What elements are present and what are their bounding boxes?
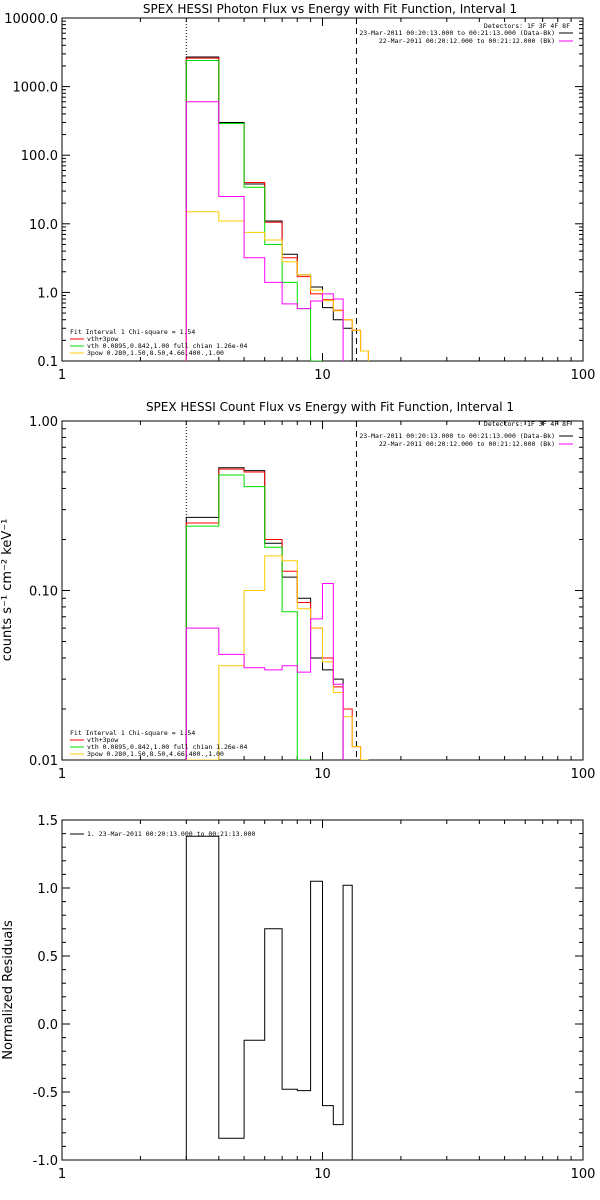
series-vth xyxy=(185,60,323,361)
x-tick-label: 1 xyxy=(58,767,66,782)
series-bk xyxy=(185,101,344,361)
time-legend-label: 23-Mar-2011 00:20:13.000 to 00:21:13.000… xyxy=(359,29,555,37)
count-flux-ylabel: counts s⁻¹ cm⁻² keV⁻¹ xyxy=(0,519,15,662)
y-tick-label: 1.00 xyxy=(29,415,58,430)
count-flux-panel: SPEX HESSI Count Flux vs Energy with Fit… xyxy=(0,400,595,782)
series-vth-3pow xyxy=(185,57,369,361)
series-vth-3pow xyxy=(185,468,362,760)
x-tick-label: 10 xyxy=(314,767,331,782)
y-tick-label: 10.0 xyxy=(29,218,58,233)
fit-legend-label: vth 0.0895,0.842,1.00 full chian 1.26e-0… xyxy=(87,743,248,751)
photon-flux-title: SPEX HESSI Photon Flux vs Energy with Fi… xyxy=(143,2,517,16)
y-tick-label: 0.5 xyxy=(37,950,58,965)
x-tick-label: 10 xyxy=(314,1167,331,1182)
residuals-panel: Normalized Residuals 1 10 100 1.5 1.0 0.5 0.0 -… xyxy=(1,814,595,1182)
x-tick-label: 1 xyxy=(58,1167,66,1182)
plot-frame xyxy=(61,17,584,362)
y-tick-label: 10000.0 xyxy=(4,12,58,27)
photon-flux-detectors: Detectors: 1F 3F 4F 8F xyxy=(484,22,570,30)
y-tick-label: 100.0 xyxy=(21,149,58,164)
y-tick-label: -0.5 xyxy=(33,1086,58,1101)
y-tick-label: 0.10 xyxy=(29,585,58,600)
residual-legend-label: 1. 23-Mar-2011 00:20:13.000 to 00:21:13.… xyxy=(87,830,255,838)
series-3pow xyxy=(185,211,369,361)
series-data-bk xyxy=(185,467,344,760)
fit-legend-label: vth+3pow xyxy=(87,736,118,744)
series-bk xyxy=(185,583,344,760)
time-legend-label: 22-Mar-2011 00:20:12.000 to 00:21:12.000… xyxy=(379,440,555,448)
series-3pow xyxy=(186,555,369,760)
y-tick-label: 1.0 xyxy=(37,882,58,897)
fit-legend-label: 3pow 0.280,1.50,8.50,4.66,400.,1.00 xyxy=(87,750,224,758)
y-tick-label: 1000.0 xyxy=(13,81,59,96)
photon-fit-header: Fit Interval 1 Chi-square = 1.54 xyxy=(70,328,195,336)
x-tick-label: 100 xyxy=(571,1167,596,1182)
photon-flux-panel: SPEX HESSI Photon Flux vs Energy with Fi… xyxy=(4,2,595,383)
count-fit-header: Fit Interval 1 Chi-square = 1.54 xyxy=(70,729,195,737)
x-tick-label: 100 xyxy=(571,368,596,383)
fit-legend-label: 3pow 0.280,1.50,8.50,4.66,400.,1.00 xyxy=(87,349,224,357)
count-flux-title: SPEX HESSI Count Flux vs Energy with Fit… xyxy=(146,400,514,414)
fit-legend-label: vth+3pow xyxy=(87,335,118,343)
time-legend-label: 22-Mar-2011 00:20:12.000 to 00:21:12.000… xyxy=(379,37,555,45)
series-vth xyxy=(185,474,311,760)
y-tick-label: 0.1 xyxy=(37,355,58,370)
time-legend-label: 23-Mar-2011 00:20:13.000 to 00:21:13.000… xyxy=(359,432,555,440)
series-data-bk xyxy=(185,56,353,361)
fit-legend-label: vth 0.0895,0.842,1.00 full chian 1.26e-0… xyxy=(87,342,248,350)
x-tick-label: 100 xyxy=(571,767,596,782)
y-tick-label: 1.5 xyxy=(37,814,58,829)
series-1 xyxy=(185,835,353,1160)
residuals-ylabel: Normalized Residuals xyxy=(1,920,16,1060)
x-tick-label: 10 xyxy=(314,368,331,383)
x-tick-label: 1 xyxy=(58,368,66,383)
y-tick-label: 1.0 xyxy=(37,286,58,301)
y-tick-label: -1.0 xyxy=(33,1154,58,1169)
y-tick-label: 0.01 xyxy=(29,754,58,769)
count-flux-detectors: Detectors: 1F 3F 4F 8F xyxy=(484,420,570,428)
y-tick-label: 0.0 xyxy=(37,1018,58,1033)
